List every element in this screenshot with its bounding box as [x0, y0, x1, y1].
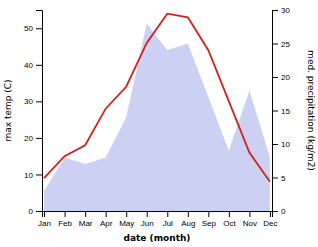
tick-label: 0 [281, 207, 286, 216]
tick-mark [229, 211, 230, 217]
tick-label: 20 [24, 134, 33, 143]
tick: 50 [24, 24, 42, 33]
tick-mark [272, 111, 278, 112]
tick-mark [208, 211, 209, 217]
tick-label: 30 [281, 6, 290, 15]
tick: Feb [58, 211, 72, 228]
tick: 20 [272, 73, 290, 82]
tick-label: 20 [281, 73, 290, 82]
tick-mark [272, 211, 278, 212]
tick: Jun [141, 211, 154, 228]
tick-mark [272, 44, 278, 45]
tick: 10 [24, 171, 42, 180]
y-label: max temp (C) [3, 79, 13, 141]
chart: Jan Feb Mar Apr May Jun Jul Aug Sep Oct Nov Dec 0 10 2… [0, 0, 318, 247]
tick-mark [85, 211, 86, 217]
tick-label: 5 [281, 174, 286, 183]
tick: 5 [272, 174, 286, 183]
line [44, 14, 270, 182]
tick: Sep [202, 211, 217, 228]
tick: 0 [272, 207, 286, 216]
axis-line [273, 11, 279, 212]
tick-label: Jun [141, 219, 154, 228]
tick-mark [44, 211, 45, 217]
axis-line [43, 212, 273, 218]
plot: Jan Feb Mar Apr May Jun Jul Aug Sep Oct Nov Dec 0 10 2… [24, 6, 290, 228]
tick-label: Mar [79, 219, 93, 228]
tick-label: Sep [202, 219, 217, 228]
tick: Apr [100, 211, 113, 228]
tick: 20 [24, 134, 42, 143]
tick-label: 10 [24, 171, 33, 180]
tick-mark [272, 144, 278, 145]
tick: 15 [272, 107, 290, 116]
tick: Aug [181, 211, 195, 228]
tick-label: Apr [100, 219, 113, 228]
tick-mark [272, 178, 278, 179]
tick-mark [188, 211, 189, 217]
x-axis: Jan Feb Mar Apr May Jun Jul Aug Sep Oct Nov Dec [38, 211, 277, 228]
tick-label: 25 [281, 40, 290, 49]
tick-mark [167, 211, 168, 217]
tick-label: Dec [263, 219, 277, 228]
tick-label: Jul [163, 219, 173, 228]
tick: Nov [243, 211, 257, 228]
tick-mark [249, 211, 250, 217]
tick-mark [270, 211, 271, 217]
tick-label: 40 [24, 61, 33, 70]
y-axis: 0 10 20 30 40 50 [24, 11, 42, 217]
tick: 0 [29, 207, 42, 216]
tick-label: Aug [181, 219, 195, 228]
tick-label: Feb [58, 219, 72, 228]
tick-mark [147, 211, 148, 217]
tick-label: Jan [38, 219, 51, 228]
tick: 40 [24, 61, 42, 70]
tick-mark [126, 211, 127, 217]
tick: Jul [163, 211, 173, 228]
tick-label: 15 [281, 107, 290, 116]
tick: Oct [223, 211, 236, 228]
tick-mark [65, 211, 66, 217]
tick: 10 [272, 140, 290, 149]
tick-mark [36, 211, 42, 212]
tick-label: 30 [24, 97, 33, 106]
tick: Mar [79, 211, 93, 228]
tick-mark [272, 77, 278, 78]
tick-mark [36, 138, 42, 139]
tick: 30 [272, 6, 290, 15]
tick-mark [106, 211, 107, 217]
tick-label: 50 [24, 24, 33, 33]
tick-mark [36, 101, 42, 102]
tick: 25 [272, 40, 290, 49]
tick-mark [272, 10, 278, 11]
tick-mark [36, 174, 42, 175]
tick-mark [36, 65, 42, 66]
tick-label: Oct [223, 219, 236, 228]
marks [44, 14, 270, 211]
tick-label: May [119, 219, 134, 228]
tick-label: Nov [243, 219, 257, 228]
y2-label: med. precipitation (kg/m2) [306, 50, 316, 171]
tick-mark [36, 28, 42, 29]
tick: Dec [263, 211, 277, 228]
tick-label: 0 [29, 207, 34, 216]
y2-axis: 0 5 10 15 20 25 30 [272, 6, 290, 216]
x-label: date (month) [124, 233, 191, 243]
tick: 30 [24, 97, 42, 106]
tick-label: 10 [281, 140, 290, 149]
axis-line [36, 11, 43, 212]
tick: May [119, 211, 134, 228]
tick: Jan [38, 211, 51, 228]
